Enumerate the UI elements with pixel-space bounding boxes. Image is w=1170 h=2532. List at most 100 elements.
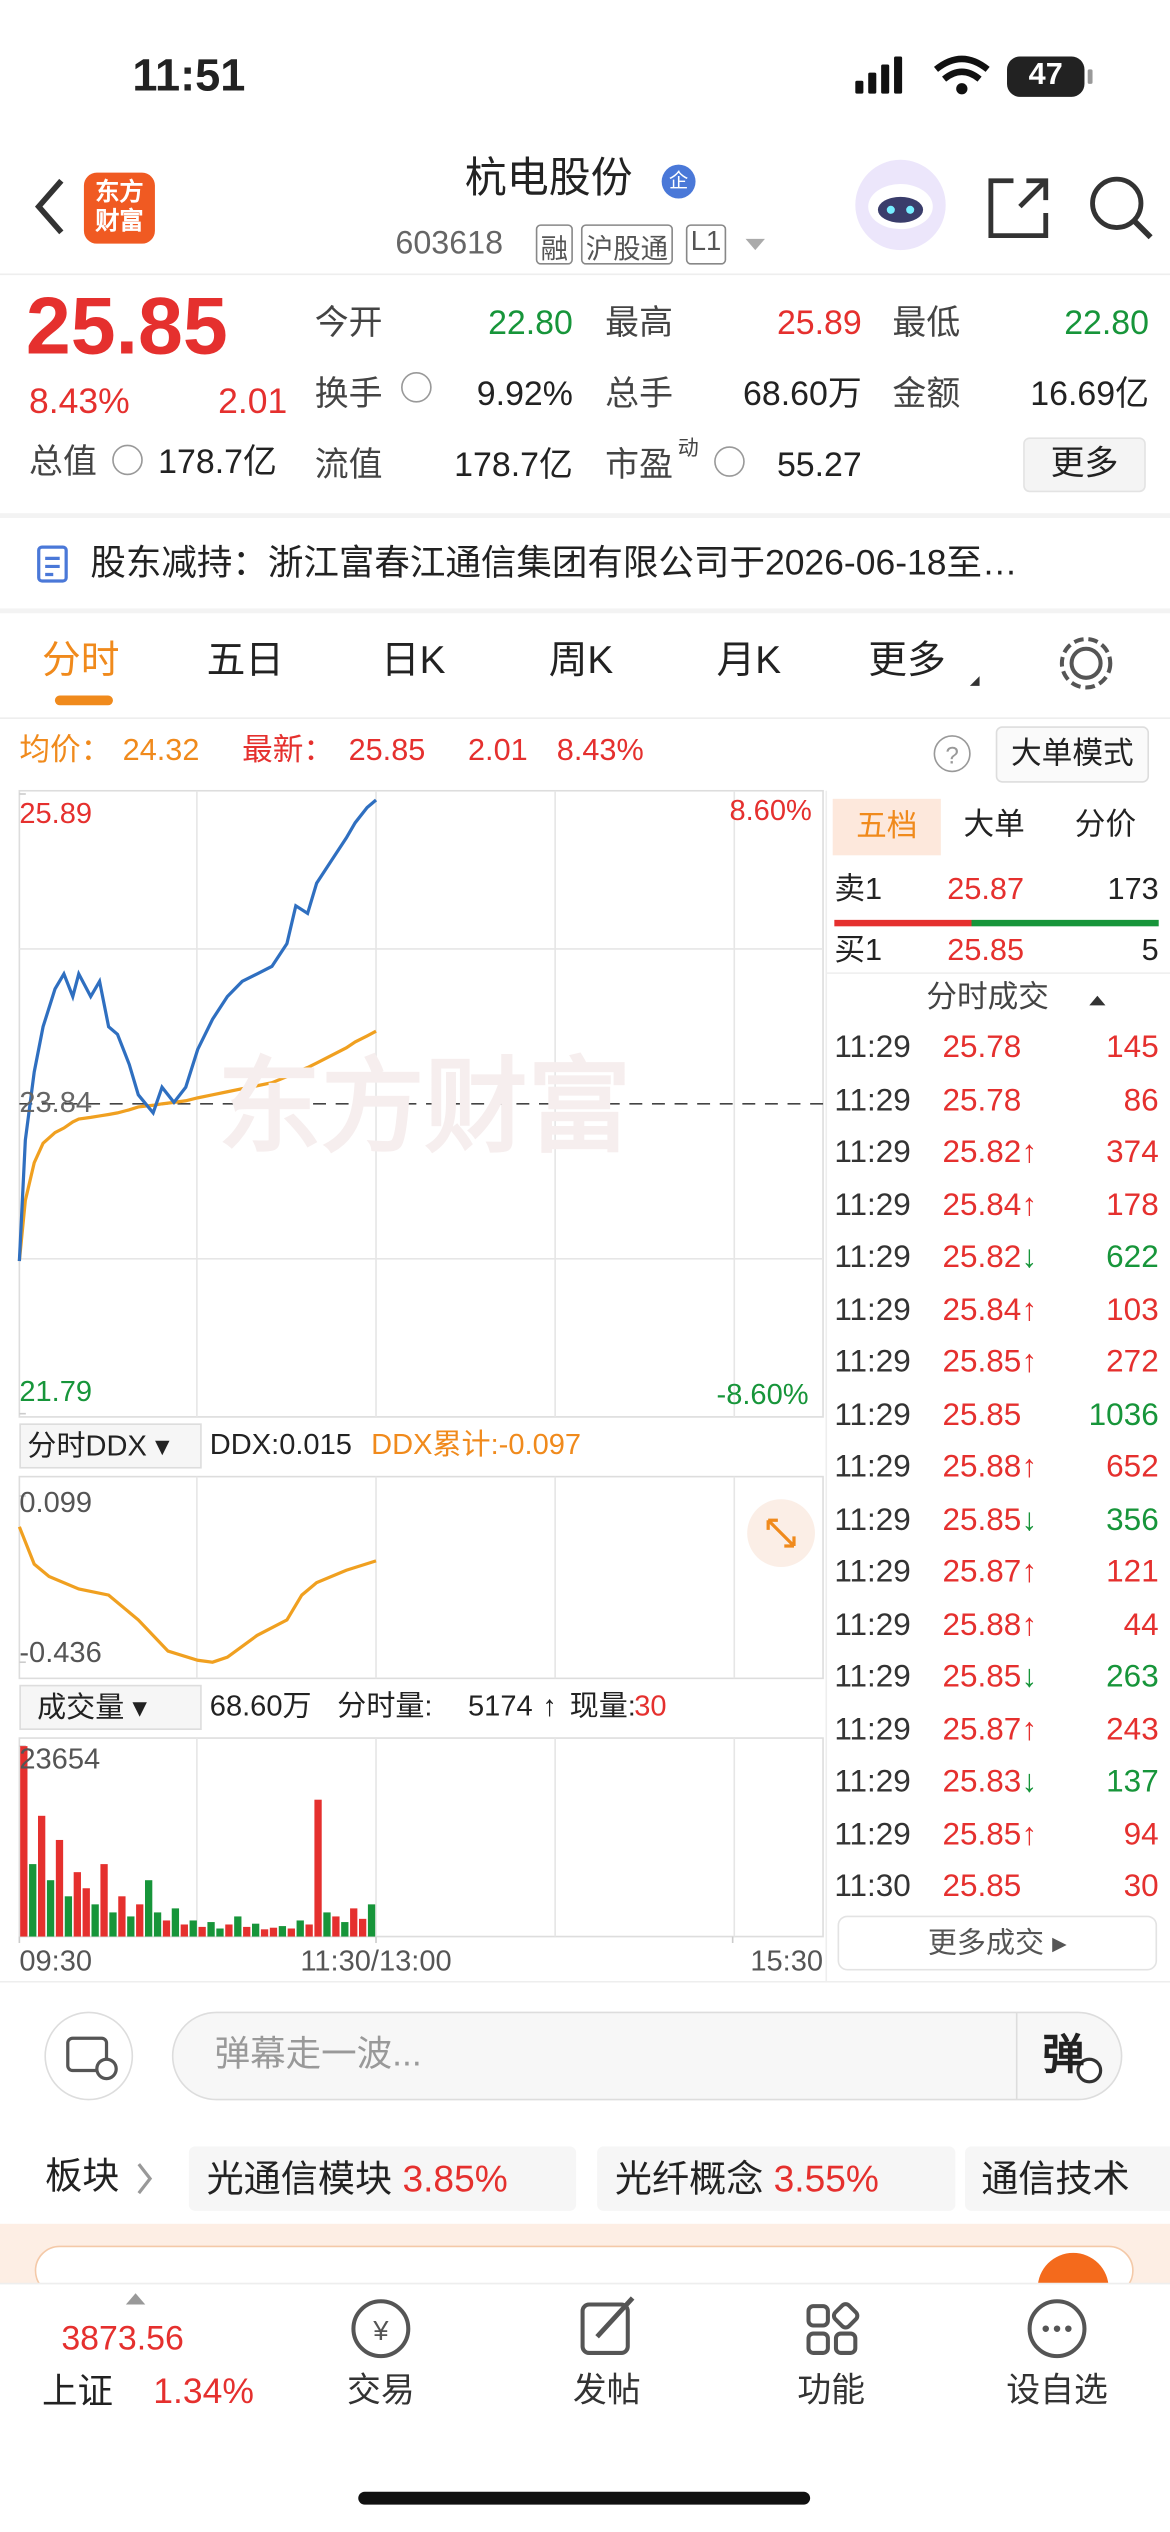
stat-value: 9.92% (476, 376, 573, 414)
comment-input[interactable]: 弹幕走一波... (214, 2033, 422, 2074)
volume-bar (127, 1916, 135, 1937)
x-tick-label: 09:30 (19, 1944, 93, 1977)
trade-arrow: ↑ (1021, 1606, 1038, 1643)
stat-label: 流值 (314, 447, 383, 485)
app-logo: 东方财富 (83, 172, 155, 244)
volume-bar (314, 1799, 322, 1937)
period-label: 分时量: (337, 1689, 433, 1722)
y-tick-label: -0.436 (19, 1636, 102, 1669)
trade-volume: 622 (1106, 1239, 1159, 1275)
volume-total: 68.60万 (209, 1689, 312, 1722)
volume-bar (153, 1912, 162, 1937)
trade-price: 25.85 (942, 1501, 1022, 1538)
mode-button[interactable]: 大单模式 (995, 726, 1150, 783)
tab[interactable]: 周K (548, 639, 614, 683)
nav-item[interactable]: 发帖 (572, 2372, 641, 2410)
trade-volume: 652 (1106, 1449, 1159, 1485)
sector-chip[interactable]: 光通信模块 3.85% (188, 2146, 577, 2211)
nav-item[interactable]: 设自选 (1006, 2372, 1108, 2410)
volume-bar (341, 1922, 349, 1937)
ddx-selector[interactable]: 分时DDX ▾ (19, 1423, 202, 1469)
volume-bar (350, 1908, 358, 1937)
trade-volume: 145 (1106, 1029, 1159, 1066)
trade-volume: 243 (1106, 1711, 1159, 1747)
volume-bar (55, 1839, 64, 1937)
more-button[interactable]: 更多 (1023, 437, 1146, 493)
volume-selector[interactable]: 成交量 ▾ (19, 1684, 202, 1730)
volume-bar (305, 1924, 313, 1937)
index-name[interactable]: 上证 (41, 2370, 113, 2412)
stat-value: 178.7亿 (158, 443, 277, 481)
sector-change: 3.85% (402, 2157, 508, 2200)
volume-bar (198, 1926, 206, 1937)
book-tab[interactable]: 分价 (1074, 808, 1137, 843)
more-trades[interactable]: 更多成交 ▸ (837, 1915, 1158, 1971)
trade-time: 11:29 (834, 1501, 911, 1538)
trade-volume: 1036 (1088, 1396, 1159, 1433)
tab[interactable]: 分时 (41, 639, 120, 683)
trade-price: 25.88 (942, 1449, 1022, 1485)
trade-volume: 178 (1106, 1186, 1159, 1223)
tab[interactable]: 五日 (206, 639, 285, 683)
trade-price: 25.88 (942, 1606, 1022, 1643)
ddx-value: DDX:0.015 (209, 1428, 352, 1461)
tag: L1 (685, 224, 727, 265)
sector-chip[interactable]: 通信技术 (965, 2146, 1170, 2211)
tab[interactable]: 更多 (868, 639, 946, 683)
index-change[interactable]: 1.34% (153, 2370, 254, 2412)
index-value[interactable]: 3873.56 (61, 2320, 184, 2358)
tab[interactable]: 月K (716, 639, 782, 683)
latest-change-pct: 8.43% (556, 734, 644, 769)
volume-bar (73, 1872, 81, 1937)
trade-price: 25.82 (942, 1134, 1022, 1171)
book-tab[interactable]: 大单 (963, 808, 1025, 843)
svg-text:¥: ¥ (372, 2315, 389, 2346)
trade-price: 25.84 (942, 1291, 1022, 1328)
trade-time: 11:29 (834, 1344, 911, 1380)
volume-bar (82, 1888, 90, 1937)
tab[interactable]: 日K (380, 639, 446, 683)
nav-item[interactable]: 功能 (797, 2372, 865, 2410)
trade-price: 25.85 (942, 1396, 1022, 1433)
sector-name: 光纤概念 (614, 2157, 764, 2200)
volume-bar (180, 1924, 188, 1937)
danmaku-button[interactable]: 弹 (1042, 2030, 1085, 2079)
watermark: 东方财富 (217, 1048, 631, 1166)
nav-item[interactable]: 交易 (346, 2372, 415, 2410)
trade-price: 25.83 (942, 1763, 1022, 1800)
trade-price: 25.85 (942, 1344, 1022, 1380)
volume-bar (100, 1864, 108, 1937)
sector-chip[interactable]: 光纤概念 3.55% (597, 2146, 956, 2211)
battery-level: 47 (1028, 58, 1063, 92)
notice[interactable]: 股东减持：浙江富春江通信集团有限公司于2026-06-18至… (90, 542, 1018, 583)
avg-label: 均价： (19, 734, 112, 769)
y-tick-label: 0.099 (19, 1486, 93, 1519)
volume-bar (243, 1926, 251, 1937)
ask-label: 卖1 (834, 873, 883, 907)
x-tick-label: 11:30/13:00 (300, 1944, 452, 1977)
stat-label: 最高 (605, 305, 673, 343)
latest-change: 2.01 (468, 734, 528, 769)
period-volume: 5174 (468, 1689, 533, 1722)
trade-volume: 374 (1106, 1134, 1159, 1171)
trade-time: 11:29 (834, 1239, 911, 1275)
trade-price: 25.82 (942, 1239, 1022, 1275)
trade-volume: 121 (1106, 1554, 1159, 1590)
svg-text:?: ? (945, 742, 958, 769)
y-tick-label: 25.89 (19, 797, 93, 830)
trade-price: 25.78 (942, 1029, 1022, 1066)
sector-change: 3.55% (773, 2157, 879, 2200)
trade-volume: 356 (1106, 1501, 1159, 1538)
trade-time: 11:29 (834, 1658, 911, 1695)
stat-label: 换手 (314, 376, 383, 414)
change: 2.01 (218, 380, 288, 422)
book-tab[interactable]: 五档 (832, 798, 941, 856)
trade-arrow: ↑ (1021, 1449, 1038, 1485)
volume-bar (367, 1904, 376, 1937)
volume-bar (189, 1920, 197, 1937)
volume-bar (46, 1880, 55, 1937)
trade-price: 25.85 (942, 1816, 1022, 1852)
tag: 融 (535, 224, 573, 265)
trade-price: 25.78 (942, 1082, 1022, 1118)
